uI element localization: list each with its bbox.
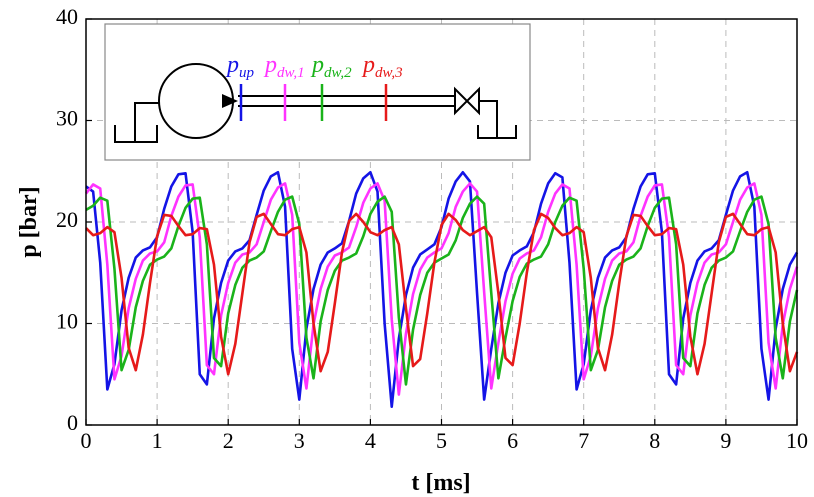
left-tank — [114, 102, 159, 143]
y-tick-label: 40 — [56, 4, 78, 29]
legend-label: pdw,2 — [310, 52, 352, 81]
inset-diagram — [104, 23, 531, 161]
valve — [454, 86, 480, 116]
x-tick-label: 4 — [365, 428, 376, 453]
y-tick-label: 10 — [56, 309, 78, 334]
legend-label: pdw,3 — [361, 52, 403, 81]
x-tick-label: 5 — [436, 428, 447, 453]
x-tick-label: 2 — [223, 428, 234, 453]
inset-box — [104, 23, 531, 161]
legend-label: pdw,1 — [263, 52, 305, 81]
series-line — [84, 182, 799, 396]
pipe — [238, 95, 455, 107]
y-axis-label: p [bar] — [16, 186, 42, 257]
legend-name: p — [361, 52, 375, 78]
legend-name: p — [263, 52, 277, 78]
legend-name: p — [225, 52, 239, 78]
legend-subscript: dw,2 — [324, 65, 352, 81]
right-tank — [477, 100, 517, 139]
y-tick-label: 30 — [56, 106, 78, 131]
x-tick-label: 8 — [649, 428, 660, 453]
series-line — [85, 212, 799, 376]
legend-subscript: up — [239, 65, 255, 81]
legend-subscript: dw,1 — [277, 65, 305, 81]
y-tick-label: 20 — [56, 207, 78, 232]
y-tick-label: 0 — [67, 410, 78, 435]
x-tick-label: 6 — [507, 428, 518, 453]
legend: pup pdw,1 pdw,2 pdw,3 — [225, 52, 403, 121]
legend-label: pup — [225, 52, 255, 81]
pump-arrow — [222, 94, 238, 108]
legend-name: p — [310, 52, 324, 78]
x-tick-label: 9 — [720, 428, 731, 453]
x-tick-label: 1 — [152, 428, 163, 453]
x-tick-label: 7 — [578, 428, 589, 453]
legend-subscript: dw,3 — [375, 65, 403, 81]
x-tick-label: 10 — [786, 428, 808, 453]
x-tick-label: 3 — [294, 428, 305, 453]
plot-lines — [84, 170, 799, 409]
x-axis-label: t [ms] — [411, 470, 470, 496]
x-tick-label: 0 — [81, 428, 92, 453]
